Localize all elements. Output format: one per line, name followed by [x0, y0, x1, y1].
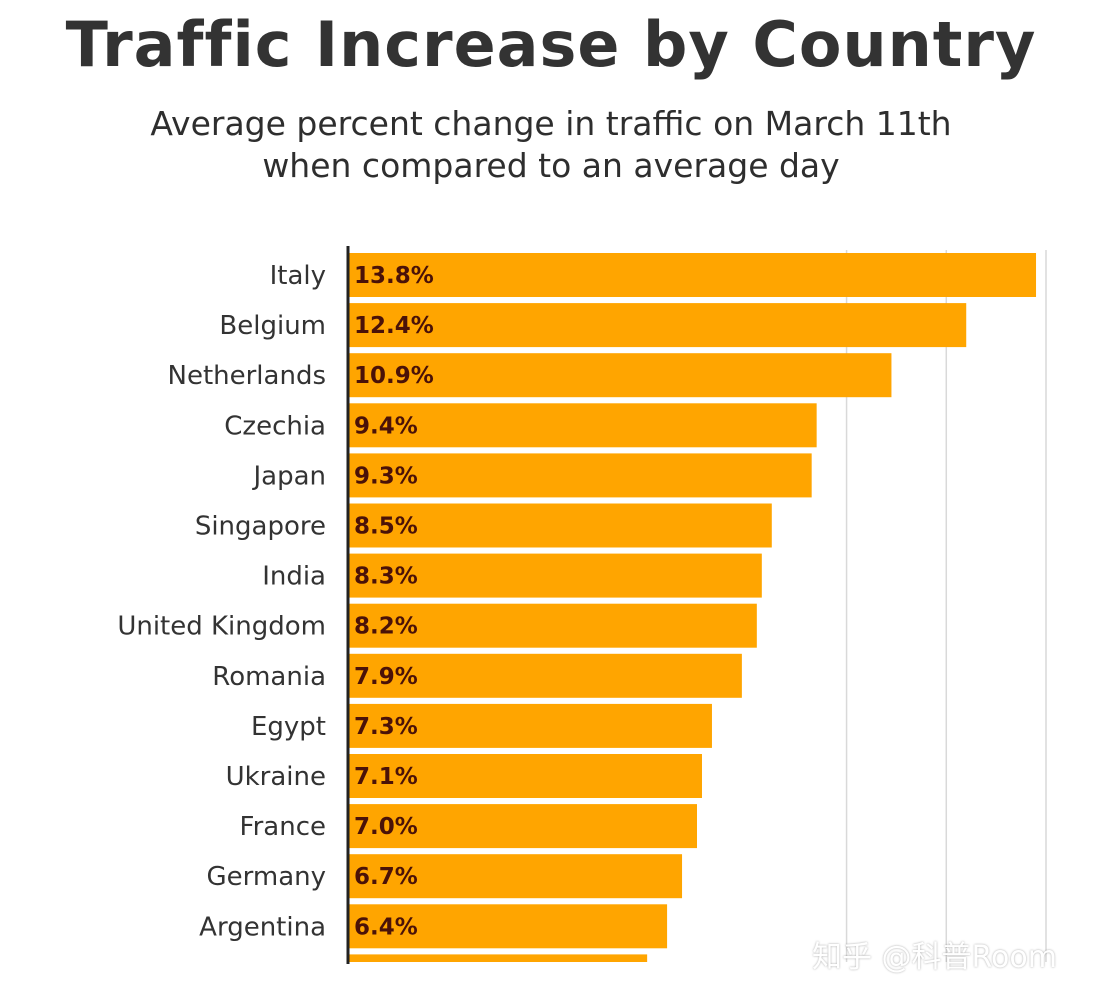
chart-subtitle-line-2: when compared to an average day [262, 146, 840, 185]
category-label: Germany [206, 862, 326, 892]
bar [348, 804, 697, 849]
bar-value-label: 7.0% [354, 814, 418, 840]
bar [348, 553, 762, 598]
bar-value-label: 10.9% [354, 363, 434, 389]
bar-value-label: 7.1% [354, 764, 418, 790]
category-label: Netherlands [168, 361, 327, 391]
bar-value-label: 7.9% [354, 664, 418, 690]
chart-subtitle-line-1: Average percent change in traffic on Mar… [150, 104, 952, 143]
bar-value-label: 9.3% [354, 463, 418, 489]
bar [348, 904, 668, 949]
category-label: Argentina [199, 912, 326, 942]
watermark: 知乎 @科普Room [812, 940, 1057, 975]
category-label: India [262, 562, 326, 592]
category-label: Singapore [195, 512, 326, 542]
bar-value-label: 6.7% [354, 864, 418, 890]
bar-partial [348, 954, 648, 962]
bar [348, 854, 683, 899]
bar [348, 653, 742, 698]
bar [348, 403, 817, 448]
bar [348, 453, 812, 498]
category-label: Czechia [224, 411, 326, 441]
bar-value-label: 6.4% [354, 914, 418, 940]
bar-value-label: 8.5% [354, 514, 418, 540]
bar-value-label: 9.4% [354, 413, 418, 439]
bar [348, 253, 1037, 297]
category-label: Egypt [251, 712, 326, 742]
bar [348, 503, 772, 548]
category-label: Italy [270, 261, 326, 291]
chart-title: Traffic Increase by Country [65, 8, 1037, 81]
bar-value-label: 8.2% [354, 614, 418, 640]
bar [348, 603, 757, 648]
category-label: Belgium [219, 311, 326, 341]
category-label: Japan [251, 461, 326, 491]
category-label: Ukraine [226, 762, 326, 792]
bar [348, 303, 967, 348]
bar [348, 754, 702, 798]
category-label: United Kingdom [117, 612, 326, 642]
bar-value-label: 8.3% [354, 564, 418, 590]
category-label: Romania [212, 662, 326, 692]
bar [348, 703, 712, 748]
bar-value-label: 7.3% [354, 714, 418, 740]
bar-value-label: 13.8% [354, 263, 434, 289]
bar [348, 353, 892, 398]
bar-value-label: 12.4% [354, 313, 434, 339]
category-label: France [240, 812, 326, 842]
